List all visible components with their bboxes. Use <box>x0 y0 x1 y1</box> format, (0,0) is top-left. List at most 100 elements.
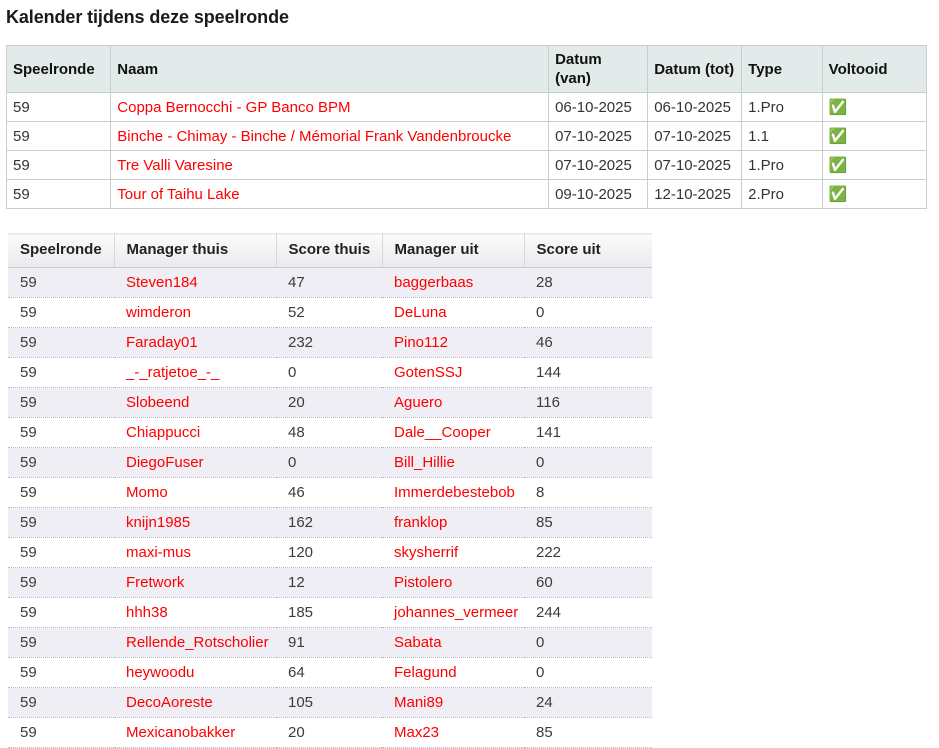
calendar-cell-round: 59 <box>5 92 112 122</box>
home-manager-link[interactable]: Steven184 <box>126 274 198 291</box>
matches-cell-away-manager: Pino112 <box>382 327 524 358</box>
matches-cell-away-score: 116 <box>524 387 652 418</box>
home-manager-link[interactable]: Faraday01 <box>126 334 198 351</box>
home-manager-link[interactable]: _-_ratjetoe_-_ <box>126 364 220 381</box>
home-manager-link[interactable]: DiegoFuser <box>126 454 204 471</box>
away-manager-link[interactable]: johannes_vermeer <box>394 604 519 621</box>
away-manager-link[interactable]: skysherrif <box>394 544 459 561</box>
home-manager-link[interactable]: heywoodu <box>126 664 195 681</box>
home-manager-link[interactable]: Rellende_Rotscholier <box>126 634 269 651</box>
away-manager-link[interactable]: Pistolero <box>394 574 453 591</box>
matches-cell-away-score: 222 <box>524 537 652 568</box>
matches-cell-away-manager: Bill_Hillie <box>382 447 524 478</box>
away-manager-link[interactable]: Felagund <box>394 664 457 681</box>
matches-cell-away-score: 46 <box>524 327 652 358</box>
calendar-header-row: Speelronde Naam Datum (van) Datum (tot) … <box>5 45 928 93</box>
matches-cell-round: 59 <box>8 327 114 358</box>
matches-cell-round: 59 <box>8 537 114 568</box>
matches-cell-away-score: 141 <box>524 417 652 448</box>
matches-cell-home-score: 91 <box>276 627 382 658</box>
matches-cell-away-manager: johannes_vermeer <box>382 597 524 628</box>
home-manager-link[interactable]: maxi-mus <box>126 544 192 561</box>
table-row: 59 Faraday01 232 Pino112 46 <box>8 327 652 358</box>
away-manager-link[interactable]: Bill_Hillie <box>394 454 455 471</box>
home-manager-link[interactable]: Momo <box>126 484 168 501</box>
table-row: 59 wimderon 52 DeLuna 0 <box>8 297 652 328</box>
matches-cell-away-score: 0 <box>524 657 652 688</box>
race-link[interactable]: Tour of Taihu Lake <box>117 185 240 203</box>
home-manager-link[interactable]: hhh38 <box>126 604 168 621</box>
home-manager-link[interactable]: Chiappucci <box>126 424 201 441</box>
matches-cell-home-score: 185 <box>276 597 382 628</box>
matches-cell-round: 59 <box>8 657 114 688</box>
calendar-cell-date-from: 09-10-2025 <box>548 179 649 209</box>
table-row: 59 DecoAoreste 105 Mani89 24 <box>8 687 652 718</box>
matches-cell-away-score: 0 <box>524 447 652 478</box>
home-manager-link[interactable]: knijn1985 <box>126 514 191 531</box>
white-heavy-check-mark-icon: ✅ <box>828 127 848 145</box>
calendar-col-speelronde: Speelronde <box>5 45 112 93</box>
away-manager-link[interactable]: Pino112 <box>394 334 448 351</box>
away-manager-link[interactable]: Dale__Cooper <box>394 424 491 441</box>
matches-cell-home-score: 20 <box>276 387 382 418</box>
home-manager-link[interactable]: wimderon <box>126 304 192 321</box>
home-manager-link[interactable]: Slobeend <box>126 394 190 411</box>
away-manager-link[interactable]: Sabata <box>394 634 442 651</box>
away-manager-link[interactable]: Aguero <box>394 394 443 411</box>
home-manager-link[interactable]: Fretwork <box>126 574 185 591</box>
matches-cell-away-manager: skysherrif <box>382 537 524 568</box>
matches-cell-away-manager: Mani89 <box>382 687 524 718</box>
away-manager-link[interactable]: GotenSSJ <box>394 364 463 381</box>
calendar-cell-round: 59 <box>5 179 112 209</box>
away-manager-link[interactable]: baggerbaas <box>394 274 474 291</box>
matches-cell-home-manager: maxi-mus <box>114 537 276 568</box>
matches-cell-away-score: 28 <box>524 267 652 298</box>
matches-cell-home-score: 12 <box>276 567 382 598</box>
race-link[interactable]: Tre Valli Varesine <box>117 156 233 174</box>
table-row: 59 Steven184 47 baggerbaas 28 <box>8 267 652 298</box>
matches-cell-away-manager: GotenSSJ <box>382 357 524 388</box>
matches-cell-away-manager: Immerdebestebob <box>382 477 524 508</box>
race-link[interactable]: Coppa Bernocchi - GP Banco BPM <box>117 98 351 116</box>
calendar-cell-completed: ✅ <box>821 179 928 209</box>
home-manager-link[interactable]: DecoAoreste <box>126 694 213 711</box>
matches-cell-home-manager: Steven184 <box>114 267 276 298</box>
calendar-cell-date-to: 12-10-2025 <box>647 179 743 209</box>
matches-table-head: Speelronde Manager thuis Score thuis Man… <box>8 233 652 268</box>
matches-cell-away-score: 0 <box>524 297 652 328</box>
calendar-cell-type: 1.Pro <box>741 92 823 122</box>
matches-cell-home-manager: Faraday01 <box>114 327 276 358</box>
calendar-table-head: Speelronde Naam Datum (van) Datum (tot) … <box>5 45 928 93</box>
away-manager-link[interactable]: Immerdebestebob <box>394 484 515 501</box>
matches-col-manager-thuis: Manager thuis <box>114 233 277 268</box>
matches-cell-round: 59 <box>8 417 114 448</box>
race-link[interactable]: Binche - Chimay - Binche / Mémorial Fran… <box>117 127 512 145</box>
calendar-cell-name: Tre Valli Varesine <box>110 150 550 180</box>
away-manager-link[interactable]: Mani89 <box>394 694 444 711</box>
away-manager-link[interactable]: franklop <box>394 514 448 531</box>
matches-cell-round: 59 <box>8 687 114 718</box>
matches-cell-home-manager: Rellende_Rotscholier <box>114 627 276 658</box>
table-row: 59 DiegoFuser 0 Bill_Hillie 0 <box>8 447 652 478</box>
matches-cell-home-score: 162 <box>276 507 382 538</box>
matches-cell-away-manager: DeLuna <box>382 297 524 328</box>
matches-cell-round: 59 <box>8 297 114 328</box>
matches-cell-home-manager: Fretwork <box>114 567 276 598</box>
matches-cell-away-score: 8 <box>524 477 652 508</box>
away-manager-link[interactable]: DeLuna <box>394 304 447 321</box>
matches-cell-round: 59 <box>8 567 114 598</box>
matches-cell-home-score: 0 <box>276 447 382 478</box>
white-heavy-check-mark-icon: ✅ <box>828 185 848 203</box>
calendar-cell-type: 2.Pro <box>741 179 823 209</box>
matches-cell-home-manager: DiegoFuser <box>114 447 276 478</box>
matches-cell-home-manager: Slobeend <box>114 387 276 418</box>
matches-cell-away-manager: Pistolero <box>382 567 524 598</box>
calendar-cell-date-to: 07-10-2025 <box>647 121 743 151</box>
matches-cell-home-score: 52 <box>276 297 382 328</box>
calendar-cell-completed: ✅ <box>821 121 928 151</box>
matches-cell-away-score: 144 <box>524 357 652 388</box>
calendar-cell-date-from: 06-10-2025 <box>548 92 649 122</box>
matches-cell-round: 59 <box>8 597 114 628</box>
matches-cell-home-score: 232 <box>276 327 382 358</box>
matches-cell-home-manager: hhh38 <box>114 597 276 628</box>
